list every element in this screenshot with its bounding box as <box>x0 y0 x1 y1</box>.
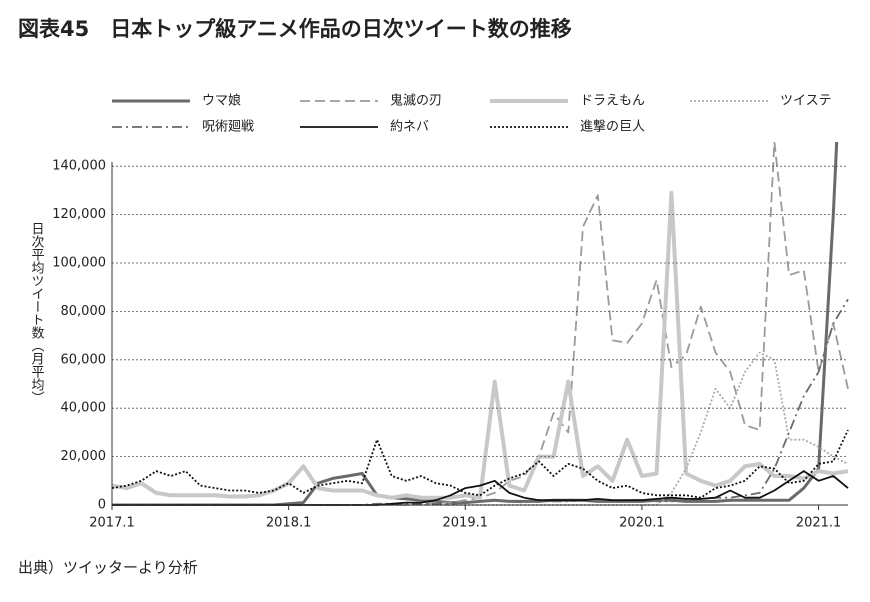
legend-label: ツイステ <box>780 94 832 109</box>
y-tick-label: 80,000 <box>61 304 107 319</box>
source-note: 出典）ツイッターより分析 <box>18 559 198 577</box>
legend-label: ウマ娘 <box>202 94 241 109</box>
series-line <box>112 429 849 499</box>
x-tick-label: 2017.1 <box>89 516 135 531</box>
y-tick-label: 100,000 <box>52 256 106 271</box>
chart-title: 図表45 日本トップ級アニメ作品の日次ツイート数の推移 <box>18 17 572 41</box>
legend-label: 呪術廻戦 <box>202 120 254 135</box>
y-tick-label: 0 <box>98 498 106 513</box>
y-tick-label: 40,000 <box>61 401 107 416</box>
series-line <box>112 142 849 506</box>
legend-label: ドラえもん <box>580 94 645 109</box>
x-tick-label: 2019.1 <box>443 516 489 531</box>
y-tick-label: 140,000 <box>52 159 106 174</box>
y-axis-label: 日次平均ツイート数（月平均） <box>29 222 45 404</box>
y-tick-label: 20,000 <box>61 449 107 464</box>
legend-label: 進撃の巨人 <box>580 119 645 135</box>
series-line <box>112 190 849 500</box>
x-tick-label: 2021.1 <box>796 516 842 531</box>
series-line <box>112 142 839 506</box>
legend-label: 約ネバ <box>390 120 429 135</box>
y-tick-label: 120,000 <box>52 207 106 222</box>
y-tick-label: 60,000 <box>61 352 107 367</box>
plot-area <box>112 142 849 506</box>
x-tick-label: 2020.1 <box>619 516 665 531</box>
x-tick-label: 2018.1 <box>266 516 312 531</box>
legend-label: 鬼滅の刃 <box>390 93 442 109</box>
